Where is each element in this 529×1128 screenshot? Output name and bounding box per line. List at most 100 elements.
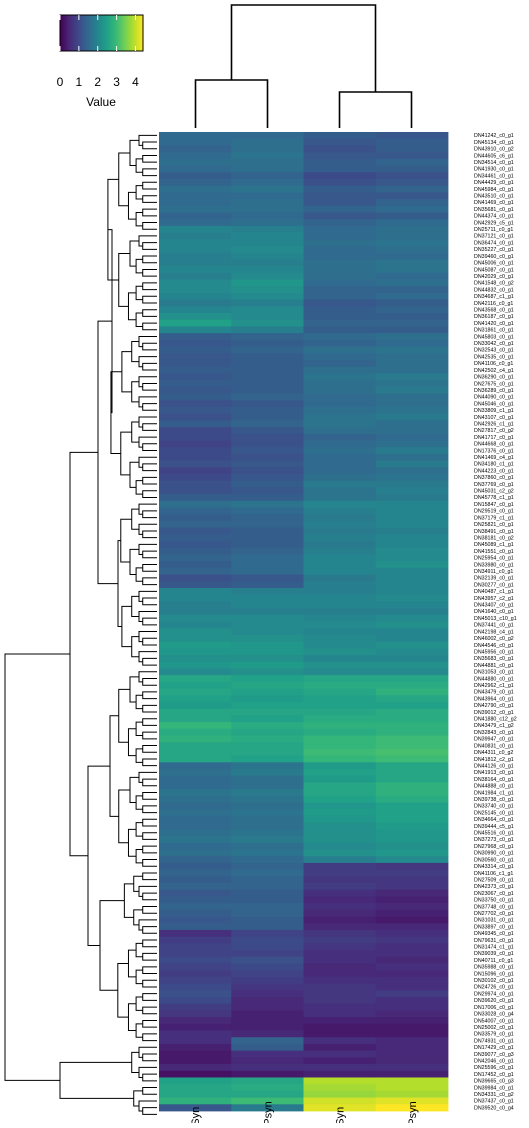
heatmap-cell: [375, 634, 449, 643]
heatmap-cell: [231, 675, 304, 683]
heatmap-cell: [375, 333, 449, 341]
row-dendrogram-link: [120, 518, 132, 563]
row-label: DN39444_c5_g1: [474, 824, 514, 830]
heatmap-cell: [159, 292, 232, 301]
heatmap-cell: [159, 252, 232, 260]
row-label: DN27968_c0_g1: [474, 844, 514, 850]
row-dendrogram-link: [117, 962, 129, 1018]
heatmap-cell: [303, 373, 377, 381]
heatmap-cell: [231, 346, 304, 354]
heatmap-cell: [159, 688, 232, 696]
heatmap-cell: [159, 413, 232, 421]
heatmap-cell: [375, 701, 449, 710]
heatmap-cell: [303, 929, 377, 938]
heatmap-cell: [375, 1090, 449, 1098]
heatmap-cell: [303, 829, 377, 837]
column-dendrogram-branch-right: [338, 91, 413, 128]
heatmap-cell: [303, 366, 377, 374]
heatmap-cell: [303, 480, 377, 488]
row-dendrogram-link: [138, 771, 157, 783]
row-label: DN44546_c0_g1: [474, 643, 514, 649]
heatmap-cell: [303, 822, 377, 830]
row-dendrogram-link: [142, 1019, 157, 1028]
heatmap-cell: [231, 997, 304, 1005]
heatmap-cell: [375, 1010, 449, 1018]
heatmap-cell: [159, 856, 232, 864]
heatmap-cell: [159, 514, 232, 522]
row-label: DN39460_c0_g1: [474, 254, 514, 260]
row-label: DN41640_c0_g1: [474, 609, 514, 615]
heatmap-cell: [159, 782, 232, 790]
heatmap-cell: [159, 299, 232, 307]
heatmap-cell: [303, 856, 377, 864]
heatmap-cell: [159, 775, 232, 783]
heatmap-cell: [303, 138, 377, 146]
heatmap-cell: [159, 990, 232, 998]
heatmap-cell: [159, 608, 232, 616]
row-label: DN32139_c0_g1: [474, 576, 514, 582]
row-dendrogram-link: [142, 1087, 157, 1095]
heatmap-cell: [159, 473, 232, 482]
heatmap-cell: [303, 561, 377, 569]
heatmap-cell: [231, 748, 304, 757]
heatmap-cell: [159, 829, 232, 837]
heatmap-cell: [375, 836, 449, 844]
heatmap-cell: [231, 427, 304, 435]
heatmap-cell: [159, 266, 232, 274]
heatmap-cell: [159, 916, 232, 924]
heatmap-cell: [159, 279, 232, 287]
heatmap-cell: [375, 742, 449, 750]
row-dendrogram-link: [142, 1107, 157, 1115]
heatmap-cell: [231, 453, 304, 461]
row-dendrogram-link: [135, 185, 143, 200]
row-dendrogram-link: [135, 285, 143, 301]
heatmap-cell: [159, 1050, 232, 1058]
row-labels: DN41242_c0_g1DN45134_c0_g1DN43910_c0_g2D…: [474, 133, 517, 1111]
heatmap-cell: [375, 152, 449, 160]
heatmap-cell: [159, 668, 232, 676]
row-label: DN41106_c1_g1: [474, 871, 513, 877]
heatmap-cell: [159, 923, 232, 931]
row-dendrogram-link: [142, 845, 157, 854]
heatmap-cell: [159, 983, 232, 991]
heatmap-cell: [159, 1057, 232, 1065]
heatmap-cell: [303, 299, 377, 307]
row-label: DN37121_c0_g1: [474, 234, 514, 240]
heatmap-cell: [231, 286, 304, 294]
heatmap-cell: [231, 950, 304, 958]
heatmap-cell: [303, 809, 377, 817]
heatmap-cell: [375, 1003, 449, 1011]
row-dendrogram-link: [59, 1061, 134, 1099]
heatmap-cell: [375, 561, 449, 569]
row-dendrogram-link: [135, 1023, 143, 1038]
row-dendrogram-link: [142, 443, 157, 452]
heatmap-cell: [159, 728, 232, 736]
row-dendrogram-link: [142, 268, 157, 277]
heatmap-cell: [375, 889, 449, 897]
heatmap-cell: [159, 976, 232, 984]
row-label: DN30990_c0_g1: [474, 851, 514, 857]
heatmap-cell: [159, 997, 232, 1005]
row-dendrogram-link: [135, 969, 143, 985]
heatmap-cell: [231, 420, 304, 428]
row-dendrogram-link: [142, 832, 157, 840]
heatmap-cell: [303, 748, 377, 757]
heatmap-cell: [303, 836, 377, 844]
row-label: DN42535_c0_g1: [474, 354, 514, 360]
heatmap-cell: [375, 782, 449, 790]
heatmap-cell: [303, 333, 377, 341]
heatmap-cell: [159, 554, 232, 562]
heatmap-cell: [231, 628, 304, 636]
heatmap-cell: [159, 1037, 232, 1045]
heatmap-cell: [159, 480, 232, 488]
row-label: DN27702_c0_g1: [474, 911, 514, 917]
heatmap-cell: [159, 567, 232, 575]
heatmap-cell: [303, 225, 377, 233]
row-dendrogram-link: [142, 872, 157, 881]
row-label: DN42116_c0_g1: [474, 301, 513, 307]
row-dendrogram-link: [135, 748, 143, 763]
row-label: DN32543_c0_g1: [474, 348, 514, 354]
heatmap-cell: [231, 272, 304, 280]
row-dendrogram-link: [138, 376, 157, 388]
